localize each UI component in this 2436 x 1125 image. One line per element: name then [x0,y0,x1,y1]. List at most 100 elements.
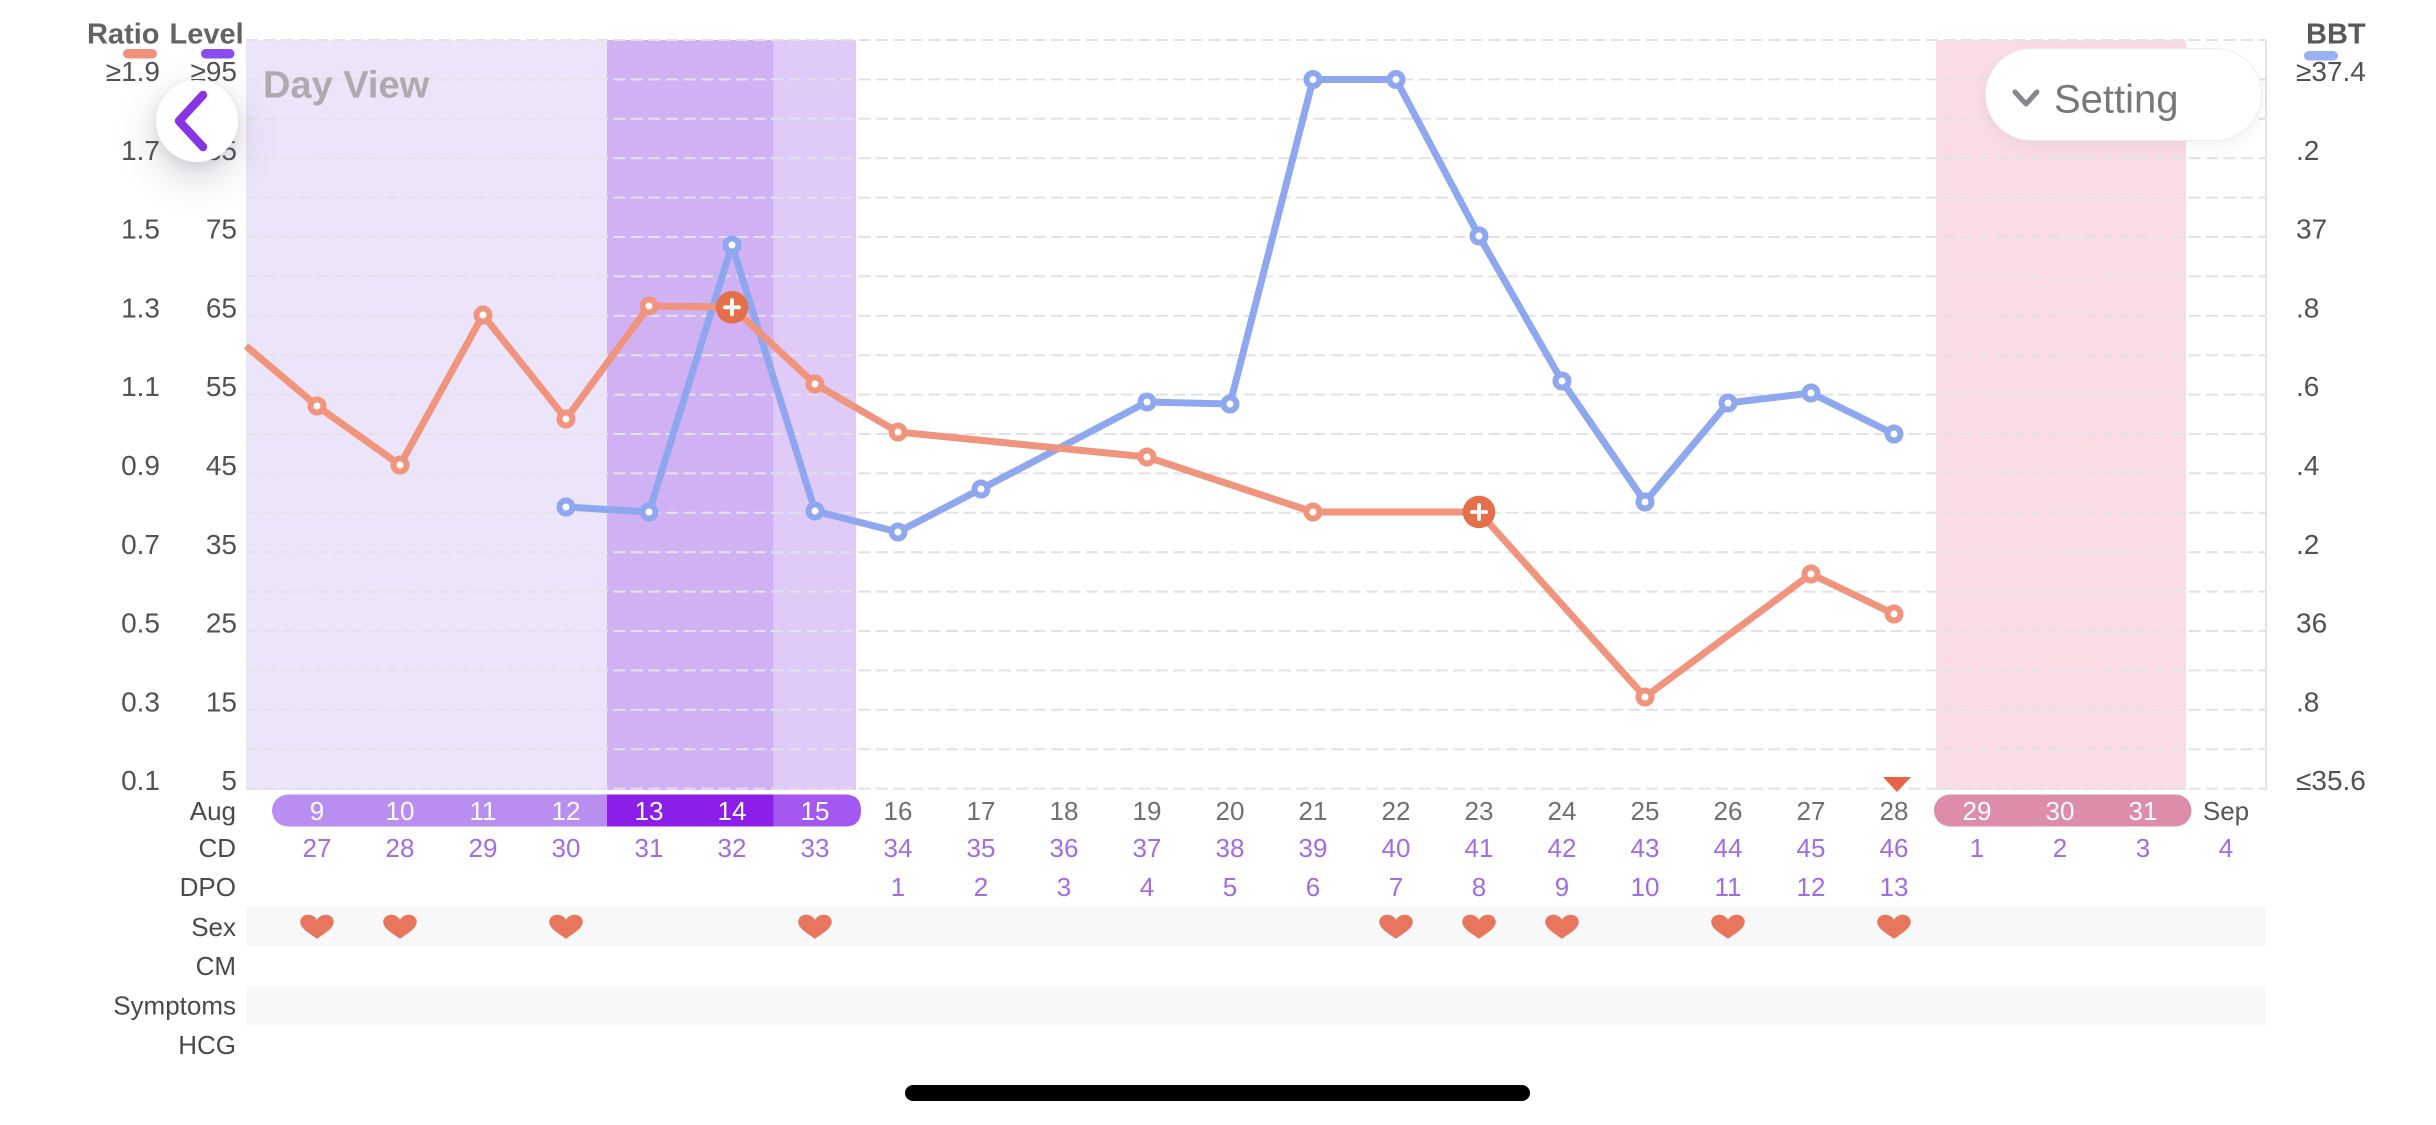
svg-text:13: 13 [635,796,664,826]
svg-text:≤35.6: ≤35.6 [2296,765,2366,796]
svg-text:.8: .8 [2296,686,2319,717]
svg-text:4: 4 [1140,872,1154,902]
svg-text:12: 12 [552,796,581,826]
svg-text:1.5: 1.5 [121,214,160,245]
svg-text:BBT: BBT [2306,18,2366,50]
svg-text:33: 33 [801,833,830,863]
svg-text:1.1: 1.1 [121,371,160,402]
svg-text:25: 25 [1631,796,1660,826]
svg-text:26: 26 [1714,796,1743,826]
svg-text:0.5: 0.5 [121,608,160,639]
svg-text:55: 55 [206,371,237,402]
svg-text:27: 27 [303,833,332,863]
svg-text:.4: .4 [2296,450,2319,481]
svg-text:11: 11 [470,796,497,826]
svg-text:1.3: 1.3 [121,292,160,323]
svg-text:Sep: Sep [2203,796,2249,826]
svg-text:0.3: 0.3 [121,686,160,717]
svg-text:9: 9 [1555,872,1569,902]
svg-text:.6: .6 [2296,371,2319,402]
svg-text:42: 42 [1548,833,1577,863]
svg-text:39: 39 [1299,833,1328,863]
svg-text:1: 1 [1970,833,1984,863]
svg-text:40: 40 [1382,833,1411,863]
svg-text:36: 36 [1050,833,1079,863]
svg-text:.2: .2 [2296,135,2319,166]
svg-text:30: 30 [552,833,581,863]
svg-text:.8: .8 [2296,292,2319,323]
svg-text:DPO: DPO [180,872,236,902]
svg-text:31: 31 [635,833,664,863]
svg-text:Setting: Setting [2054,78,2179,122]
svg-text:3: 3 [2136,833,2150,863]
svg-text:20: 20 [1216,796,1245,826]
svg-text:CM: CM [196,951,236,981]
svg-text:45: 45 [206,450,237,481]
svg-text:≥1.9: ≥1.9 [106,56,160,87]
svg-text:27: 27 [1797,796,1826,826]
svg-text:CD: CD [198,833,236,863]
svg-text:10: 10 [1631,872,1660,902]
svg-text:≥37.4: ≥37.4 [2296,56,2366,87]
svg-text:35: 35 [967,833,996,863]
svg-text:35: 35 [206,529,237,560]
svg-text:11: 11 [1715,872,1742,902]
svg-text:9: 9 [310,796,324,826]
svg-text:18: 18 [1050,796,1079,826]
svg-text:17: 17 [967,796,996,826]
svg-text:37: 37 [1133,833,1162,863]
svg-text:30: 30 [2046,796,2075,826]
svg-text:.2: .2 [2296,529,2319,560]
svg-text:Sex: Sex [191,912,236,942]
svg-text:16: 16 [884,796,913,826]
svg-text:23: 23 [1465,796,1494,826]
svg-text:12: 12 [1797,872,1826,902]
svg-text:37: 37 [2296,214,2327,245]
svg-text:75: 75 [206,214,237,245]
svg-text:43: 43 [1631,833,1660,863]
svg-text:7: 7 [1389,872,1403,902]
svg-text:29: 29 [1963,796,1992,826]
svg-text:31: 31 [2129,796,2158,826]
svg-text:4: 4 [2219,833,2233,863]
svg-text:22: 22 [1382,796,1411,826]
svg-text:10: 10 [386,796,415,826]
svg-text:3: 3 [1057,872,1071,902]
svg-text:28: 28 [386,833,415,863]
svg-text:5: 5 [221,765,237,796]
svg-text:0.7: 0.7 [121,529,160,560]
svg-text:13: 13 [1880,872,1909,902]
svg-text:0.9: 0.9 [121,450,160,481]
svg-text:HCG: HCG [178,1030,236,1060]
svg-text:2: 2 [2053,833,2067,863]
svg-text:45: 45 [1797,833,1826,863]
svg-text:Ratio: Ratio [87,19,160,51]
svg-text:29: 29 [469,833,498,863]
svg-text:1: 1 [891,872,905,902]
svg-text:Day View: Day View [263,65,430,107]
svg-text:15: 15 [206,686,237,717]
svg-text:2: 2 [974,872,988,902]
svg-text:Level: Level [170,19,244,51]
svg-text:15: 15 [801,796,830,826]
svg-text:46: 46 [1880,833,1909,863]
svg-text:19: 19 [1133,796,1162,826]
svg-text:1.7: 1.7 [121,135,160,166]
svg-text:28: 28 [1880,796,1909,826]
svg-text:34: 34 [884,833,913,863]
svg-text:6: 6 [1306,872,1320,902]
svg-text:44: 44 [1714,833,1743,863]
svg-text:32: 32 [718,833,747,863]
svg-text:41: 41 [1465,833,1494,863]
svg-text:Symptoms: Symptoms [113,991,236,1021]
svg-text:21: 21 [1299,796,1328,826]
svg-text:25: 25 [206,608,237,639]
svg-text:14: 14 [718,796,747,826]
svg-text:5: 5 [1223,872,1237,902]
svg-text:65: 65 [206,292,237,323]
svg-text:Aug: Aug [190,796,236,826]
svg-text:8: 8 [1472,872,1486,902]
svg-text:36: 36 [2296,608,2327,639]
svg-text:0.1: 0.1 [121,765,160,796]
svg-text:38: 38 [1216,833,1245,863]
